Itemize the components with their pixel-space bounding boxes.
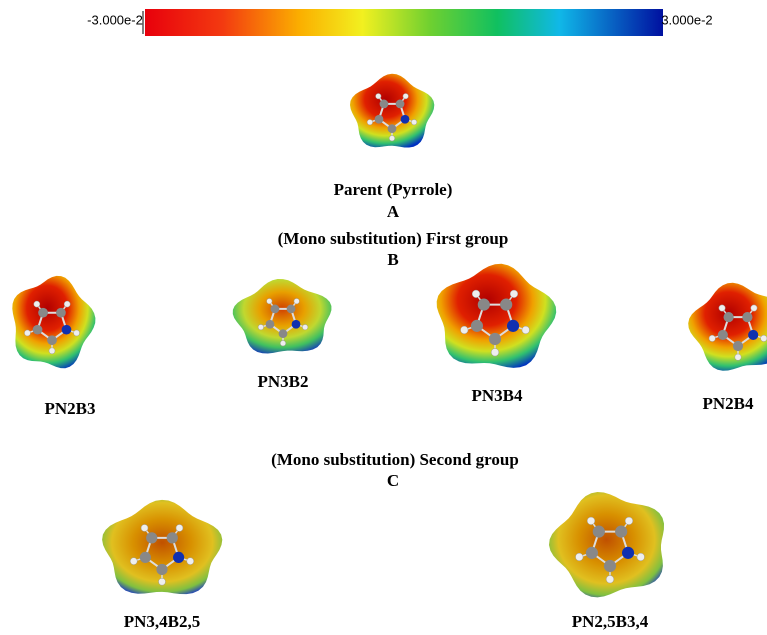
atom — [622, 547, 634, 559]
atom — [471, 320, 483, 332]
hydrogen-atom — [403, 93, 408, 98]
hydrogen-atom — [625, 517, 633, 525]
atom — [287, 305, 296, 314]
hydrogen-atom — [49, 348, 55, 354]
potential-surface — [549, 492, 664, 597]
mep-map — [102, 500, 222, 594]
atom — [489, 333, 501, 345]
atom — [266, 320, 275, 329]
hydrogen-atom — [761, 335, 767, 341]
molecule-label: PN2B3 — [45, 399, 96, 418]
section-letter: C — [387, 471, 399, 490]
hydrogen-atom — [709, 335, 715, 341]
atom — [748, 330, 758, 340]
hydrogen-atom — [751, 305, 757, 311]
atom — [62, 325, 72, 335]
hydrogen-atom — [472, 290, 480, 298]
atom — [38, 308, 48, 318]
atom — [742, 312, 752, 322]
atom — [140, 552, 151, 563]
mep-map — [350, 74, 434, 148]
hydrogen-atom — [302, 324, 307, 329]
atom — [146, 532, 157, 543]
hydrogen-atom — [735, 354, 741, 360]
caption: (Mono substitution) First group — [278, 229, 509, 248]
potential-surface — [12, 276, 95, 368]
hydrogen-atom — [267, 298, 272, 303]
atom — [507, 320, 519, 332]
scale-max-label: 3.000e-2 — [661, 12, 712, 27]
hydrogen-atom — [491, 349, 499, 357]
atom — [56, 308, 66, 318]
atom — [615, 526, 627, 538]
atom — [396, 100, 405, 109]
hydrogen-atom — [294, 298, 299, 303]
atom — [478, 299, 490, 311]
atom — [33, 325, 43, 335]
atom — [375, 115, 384, 124]
molecule-label: PN3B4 — [472, 386, 524, 405]
atom — [724, 312, 734, 322]
hydrogen-atom — [258, 324, 263, 329]
atom — [733, 341, 743, 351]
figure: -3.000e-2 3.000e-2 Parent (Pyrrole) A (M… — [0, 0, 767, 635]
hydrogen-atom — [159, 578, 166, 585]
figure-canvas: -3.000e-2 3.000e-2 Parent (Pyrrole) A (M… — [0, 0, 767, 635]
caption: (Mono substitution) Second group — [271, 450, 519, 469]
hydrogen-atom — [176, 524, 183, 531]
mep-map — [688, 283, 767, 371]
hydrogen-atom — [587, 517, 595, 525]
hydrogen-atom — [719, 305, 725, 311]
hydrogen-atom — [460, 326, 468, 334]
molecule-label: PN2,5B3,4 — [572, 612, 649, 631]
atom — [271, 305, 280, 314]
mep-map — [549, 492, 664, 597]
hydrogen-atom — [522, 326, 530, 334]
hydrogen-atom — [367, 119, 372, 124]
caption: Parent (Pyrrole) — [334, 180, 453, 199]
atom — [47, 335, 57, 345]
atom — [500, 299, 512, 311]
hydrogen-atom — [411, 119, 416, 124]
hydrogen-atom — [637, 553, 645, 561]
hydrogen-atom — [389, 136, 394, 141]
atom — [604, 560, 616, 572]
atom — [388, 124, 397, 133]
hydrogen-atom — [141, 524, 148, 531]
hydrogen-atom — [130, 558, 137, 565]
mep-map — [233, 279, 332, 354]
mep-map — [12, 276, 95, 368]
molecule-label: PN2B4 — [703, 394, 755, 413]
hydrogen-atom — [74, 330, 80, 336]
hydrogen-atom — [510, 290, 518, 298]
hydrogen-atom — [34, 301, 40, 307]
atom — [718, 330, 728, 340]
hydrogen-atom — [575, 553, 583, 561]
hydrogen-atom — [64, 301, 70, 307]
hydrogen-atom — [280, 341, 285, 346]
hydrogen-atom — [24, 330, 30, 336]
hydrogen-atom — [606, 576, 614, 584]
atom — [401, 115, 410, 124]
atom — [279, 329, 288, 338]
color-scale — [145, 9, 663, 36]
molecule-label: PN3,4B2,5 — [124, 612, 201, 631]
atom — [167, 532, 178, 543]
molecule-label: PN3B2 — [258, 372, 309, 391]
mep-map — [437, 264, 557, 368]
atom — [292, 320, 301, 329]
atom — [593, 526, 605, 538]
hydrogen-atom — [187, 558, 194, 565]
hydrogen-atom — [376, 93, 381, 98]
scale-min-label: -3.000e-2 — [87, 12, 143, 27]
potential-surface — [688, 283, 767, 371]
atom — [586, 547, 598, 559]
section-letter: B — [387, 250, 398, 269]
atom — [173, 552, 184, 563]
atom — [156, 564, 167, 575]
atom — [380, 100, 389, 109]
section-letter: A — [387, 202, 400, 221]
